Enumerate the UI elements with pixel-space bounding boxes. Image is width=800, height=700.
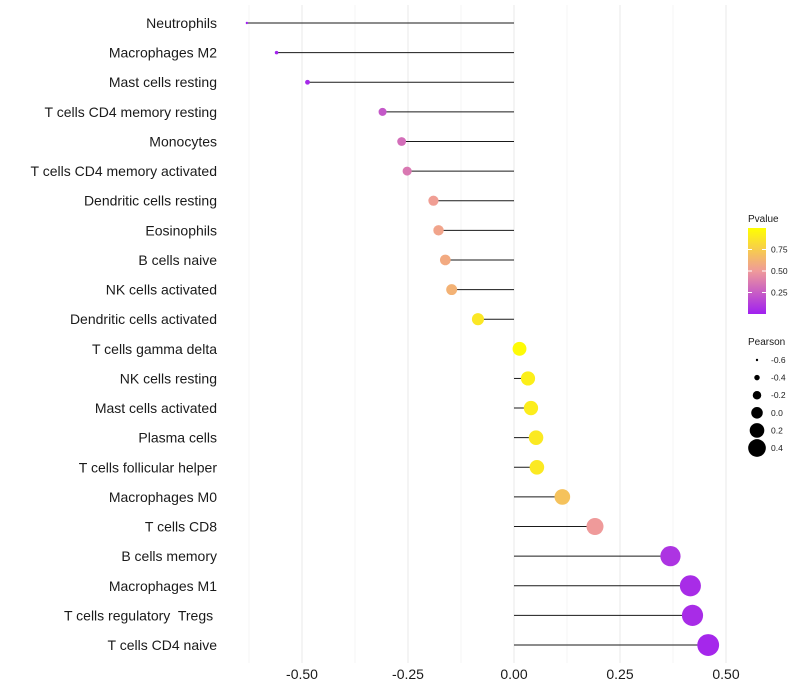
x-axis-tick-label: -0.50 xyxy=(286,666,318,682)
x-axis-tick-label: 0.50 xyxy=(712,666,739,682)
x-axis-tick-label: -0.25 xyxy=(392,666,424,682)
y-axis-label: Dendritic cells resting xyxy=(84,193,217,209)
y-axis-label: B cells naive xyxy=(138,252,217,268)
lollipop-point xyxy=(305,79,310,85)
lollipop-point xyxy=(586,518,604,536)
y-axis-label: NK cells resting xyxy=(120,370,217,386)
y-axis-label: T cells CD4 naive xyxy=(108,637,218,653)
lollipop-point xyxy=(274,50,279,55)
pearson-legend-label: 0.4 xyxy=(771,443,783,453)
lollipop-point xyxy=(529,460,545,475)
y-axis-label: Macrophages M0 xyxy=(109,489,217,505)
y-axis-label: Macrophages M2 xyxy=(109,45,217,61)
lollipop-point xyxy=(554,489,571,505)
pearson-legend-key xyxy=(749,423,765,438)
y-axis-label: Eosinophils xyxy=(145,222,217,238)
y-axis-label: T cells CD8 xyxy=(145,519,217,535)
pvalue-legend-label: 0.25 xyxy=(771,288,788,298)
pearson-legend-title: Pearson xyxy=(748,337,785,348)
pvalue-legend-title: Pvalue xyxy=(748,214,779,225)
y-axis-label: Mast cells activated xyxy=(95,400,217,416)
lollipop-point xyxy=(528,430,544,445)
y-axis-label: NK cells activated xyxy=(106,282,217,298)
pearson-legend-key xyxy=(751,407,763,419)
y-axis-label: T cells CD4 memory resting xyxy=(45,104,217,120)
lollipop-stems xyxy=(246,22,709,646)
lollipop-point xyxy=(402,166,412,176)
y-axis-label: T cells follicular helper xyxy=(79,459,218,475)
lollipop-point xyxy=(697,634,720,656)
pvalue-legend-label: 0.50 xyxy=(771,266,788,276)
y-axis-labels: Neutrophils Macrophages M2 Mast cells rest… xyxy=(31,15,218,653)
lollipop-point xyxy=(428,195,439,206)
lollipop-point xyxy=(446,284,458,296)
y-axis-label: Macrophages M1 xyxy=(109,578,217,594)
pearson-legend-label: -0.2 xyxy=(771,390,786,400)
pearson-legend-key xyxy=(748,439,766,457)
lollipop-point xyxy=(512,341,527,356)
lollipop-point xyxy=(471,313,484,326)
lollipop-point xyxy=(397,137,407,146)
lollipop-point xyxy=(679,575,701,597)
pearson-legend-key xyxy=(754,374,760,381)
lollipop-point xyxy=(520,371,536,386)
y-axis-label: Plasma cells xyxy=(138,430,217,446)
pearson-legend-key xyxy=(752,390,762,400)
y-axis-label: Monocytes xyxy=(149,133,217,149)
lollipop-point xyxy=(439,254,451,266)
y-axis-label: T cells CD4 memory activated xyxy=(31,163,217,179)
lollipop-point xyxy=(660,546,681,567)
pearson-legend-label: -0.6 xyxy=(771,355,786,365)
x-axis-tick-labels: -0.50 -0.25 0.00 0.25 0.50 xyxy=(286,666,740,682)
lollipop-points xyxy=(245,21,720,656)
pearson-legend-label: -0.4 xyxy=(771,373,786,383)
y-axis-label: Neutrophils xyxy=(146,15,217,31)
pvalue-colorbar xyxy=(748,228,766,314)
y-axis-label: B cells memory xyxy=(121,548,217,564)
pearson-legend: Pearson -0.6 -0.4 -0.2 0.0 0.2 0.4 xyxy=(748,337,786,457)
lollipop-point xyxy=(433,225,444,236)
grid-lines xyxy=(248,5,727,663)
y-axis-label: Dendritic cells activated xyxy=(70,311,217,327)
lollipop-point xyxy=(523,400,539,416)
y-axis-label: T cells gamma delta xyxy=(92,341,217,357)
y-axis-label: T cells regulatory Tregs xyxy=(64,607,217,623)
pearson-legend-key xyxy=(755,358,759,362)
pearson-legend-label: 0.2 xyxy=(771,425,783,435)
pearson-legend-label: 0.0 xyxy=(771,408,783,418)
pvalue-legend: Pvalue 0.25 0.50 0.75 xyxy=(748,214,788,314)
lollipop-point xyxy=(245,21,249,25)
pvalue-legend-label: 0.75 xyxy=(771,245,788,255)
x-axis-tick-label: 0.25 xyxy=(606,666,633,682)
lollipop-point xyxy=(681,604,704,626)
x-axis-tick-label: 0.00 xyxy=(500,666,527,682)
lollipop-point xyxy=(378,107,387,116)
y-axis-label: Mast cells resting xyxy=(109,74,217,90)
